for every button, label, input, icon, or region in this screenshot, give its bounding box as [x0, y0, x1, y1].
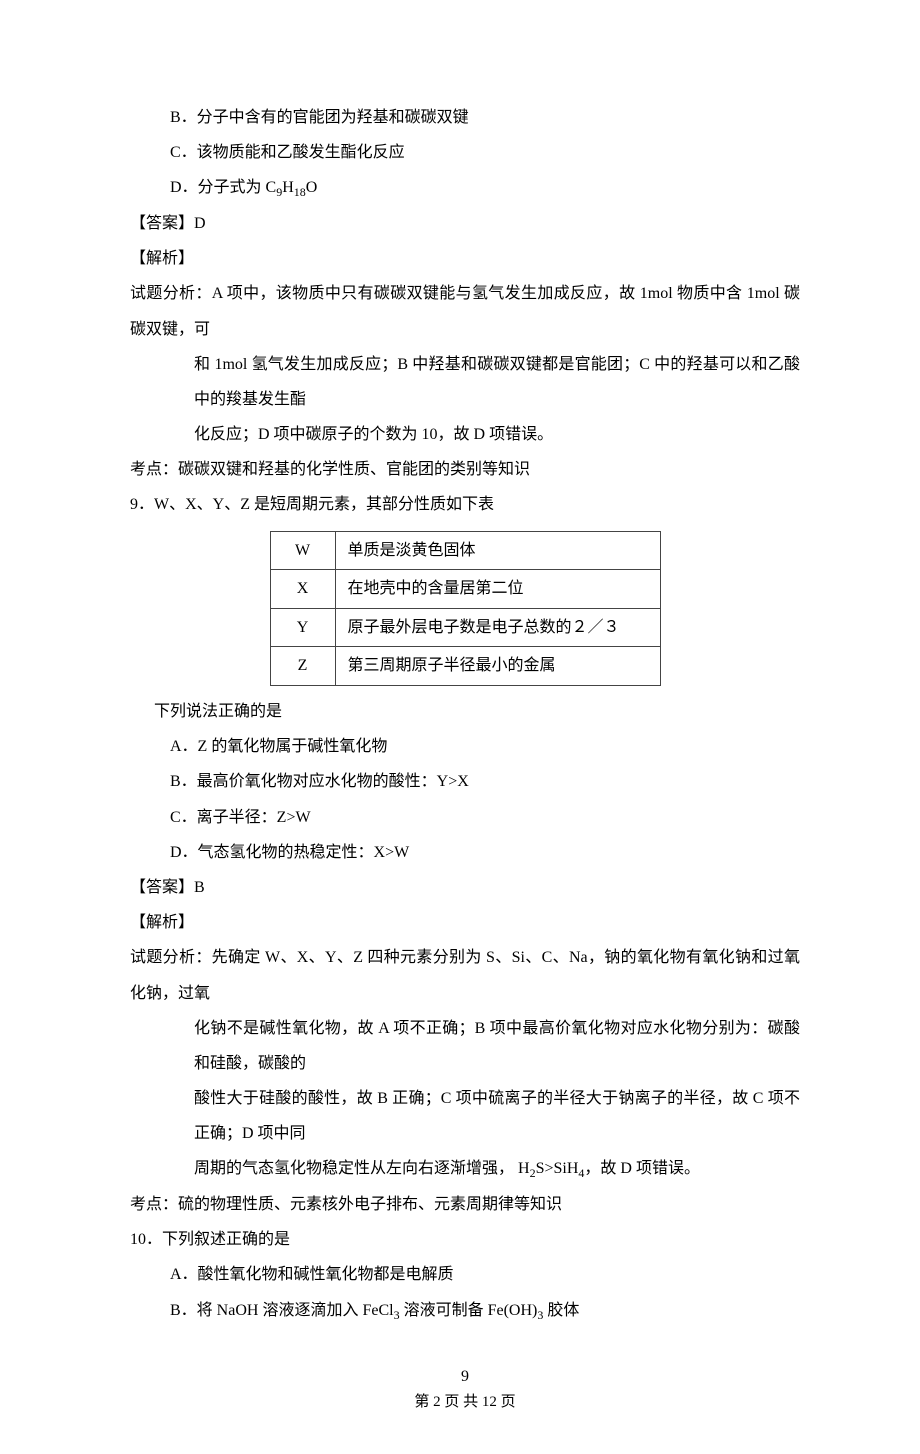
q8-answer: 【答案】D — [130, 206, 800, 241]
q9-option-d: D．气态氢化物的热稳定性：X>W — [130, 835, 800, 870]
q8-analysis-line2: 和 1mol 氢气发生加成反应；B 中羟基和碳碳双键都是官能团；C 中的羟基可以… — [130, 347, 800, 417]
table-cell-desc: 单质是淡黄色固体 — [335, 531, 660, 570]
q8-analysis-line3: 化反应；D 项中碳原子的个数为 10，故 D 项错误。 — [130, 417, 800, 452]
footer-number: 9 — [130, 1364, 800, 1390]
q8-option-c: C．该物质能和乙酸发生酯化反应 — [130, 135, 800, 170]
q9-table-wrap: W 单质是淡黄色固体 X 在地壳中的含量居第二位 Y 原子最外层电子数是电子总数… — [130, 531, 800, 686]
table-cell-sym: X — [270, 570, 335, 609]
page-content: B．分子中含有的官能团为羟基和碳碳双键 C．该物质能和乙酸发生酯化反应 D．分子… — [0, 0, 920, 1454]
q9-table: W 单质是淡黄色固体 X 在地壳中的含量居第二位 Y 原子最外层电子数是电子总数… — [270, 531, 661, 686]
table-row: X 在地壳中的含量居第二位 — [270, 570, 660, 609]
q10-title: 10．下列叙述正确的是 — [130, 1222, 800, 1257]
q9-analysis-line3: 酸性大于硅酸的酸性，故 B 正确；C 项中硫离子的半径大于钠离子的半径，故 C … — [130, 1081, 800, 1151]
table-cell-sym: Z — [270, 647, 335, 686]
q9-option-b: B．最高价氧化物对应水化物的酸性：Y>X — [130, 764, 800, 799]
q8-explain-label: 【解析】 — [130, 241, 800, 276]
table-cell-sym: W — [270, 531, 335, 570]
q9-option-c: C．离子半径：Z>W — [130, 800, 800, 835]
footer-page: 第 2 页 共 12 页 — [130, 1390, 800, 1414]
q9-explain-label: 【解析】 — [130, 905, 800, 940]
table-row: Y 原子最外层电子数是电子总数的２／３ — [270, 608, 660, 647]
page-footer: 9 第 2 页 共 12 页 — [130, 1364, 800, 1414]
table-cell-desc: 第三周期原子半径最小的金属 — [335, 647, 660, 686]
q9-analysis-line2: 化钠不是碱性氧化物，故 A 项不正确；B 项中最高价氧化物对应水化物分别为：碳酸… — [130, 1011, 800, 1081]
q9-subtitle: 下列说法正确的是 — [130, 694, 800, 729]
q9-answer: 【答案】B — [130, 870, 800, 905]
q9-analysis-line1: 试题分析：先确定 W、X、Y、Z 四种元素分别为 S、Si、C、Na，钠的氧化物… — [130, 940, 800, 1010]
q8-kaodian: 考点：碳碳双键和羟基的化学性质、官能团的类别等知识 — [130, 452, 800, 487]
table-cell-sym: Y — [270, 608, 335, 647]
q8-option-d: D．分子式为 C9H18O — [130, 170, 800, 206]
q9-option-a: A．Z 的氧化物属于碱性氧化物 — [130, 729, 800, 764]
q9-title: 9．W、X、Y、Z 是短周期元素，其部分性质如下表 — [130, 487, 800, 522]
table-row: Z 第三周期原子半径最小的金属 — [270, 647, 660, 686]
q10-option-a: A．酸性氧化物和碱性氧化物都是电解质 — [130, 1257, 800, 1292]
q9-kaodian: 考点：硫的物理性质、元素核外电子排布、元素周期律等知识 — [130, 1187, 800, 1222]
q8-option-b: B．分子中含有的官能团为羟基和碳碳双键 — [130, 100, 800, 135]
q9-analysis-line4: 周期的气态氢化物稳定性从左向右逐渐增强， H2S>SiH4，故 D 项错误。 — [130, 1151, 800, 1187]
table-cell-desc: 原子最外层电子数是电子总数的２／３ — [335, 608, 660, 647]
q10-option-b: B．将 NaOH 溶液逐滴加入 FeCl3 溶液可制备 Fe(OH)3 胶体 — [130, 1293, 800, 1329]
table-cell-desc: 在地壳中的含量居第二位 — [335, 570, 660, 609]
q8-analysis-line1: 试题分析：A 项中，该物质中只有碳碳双键能与氢气发生加成反应，故 1mol 物质… — [130, 276, 800, 346]
table-row: W 单质是淡黄色固体 — [270, 531, 660, 570]
